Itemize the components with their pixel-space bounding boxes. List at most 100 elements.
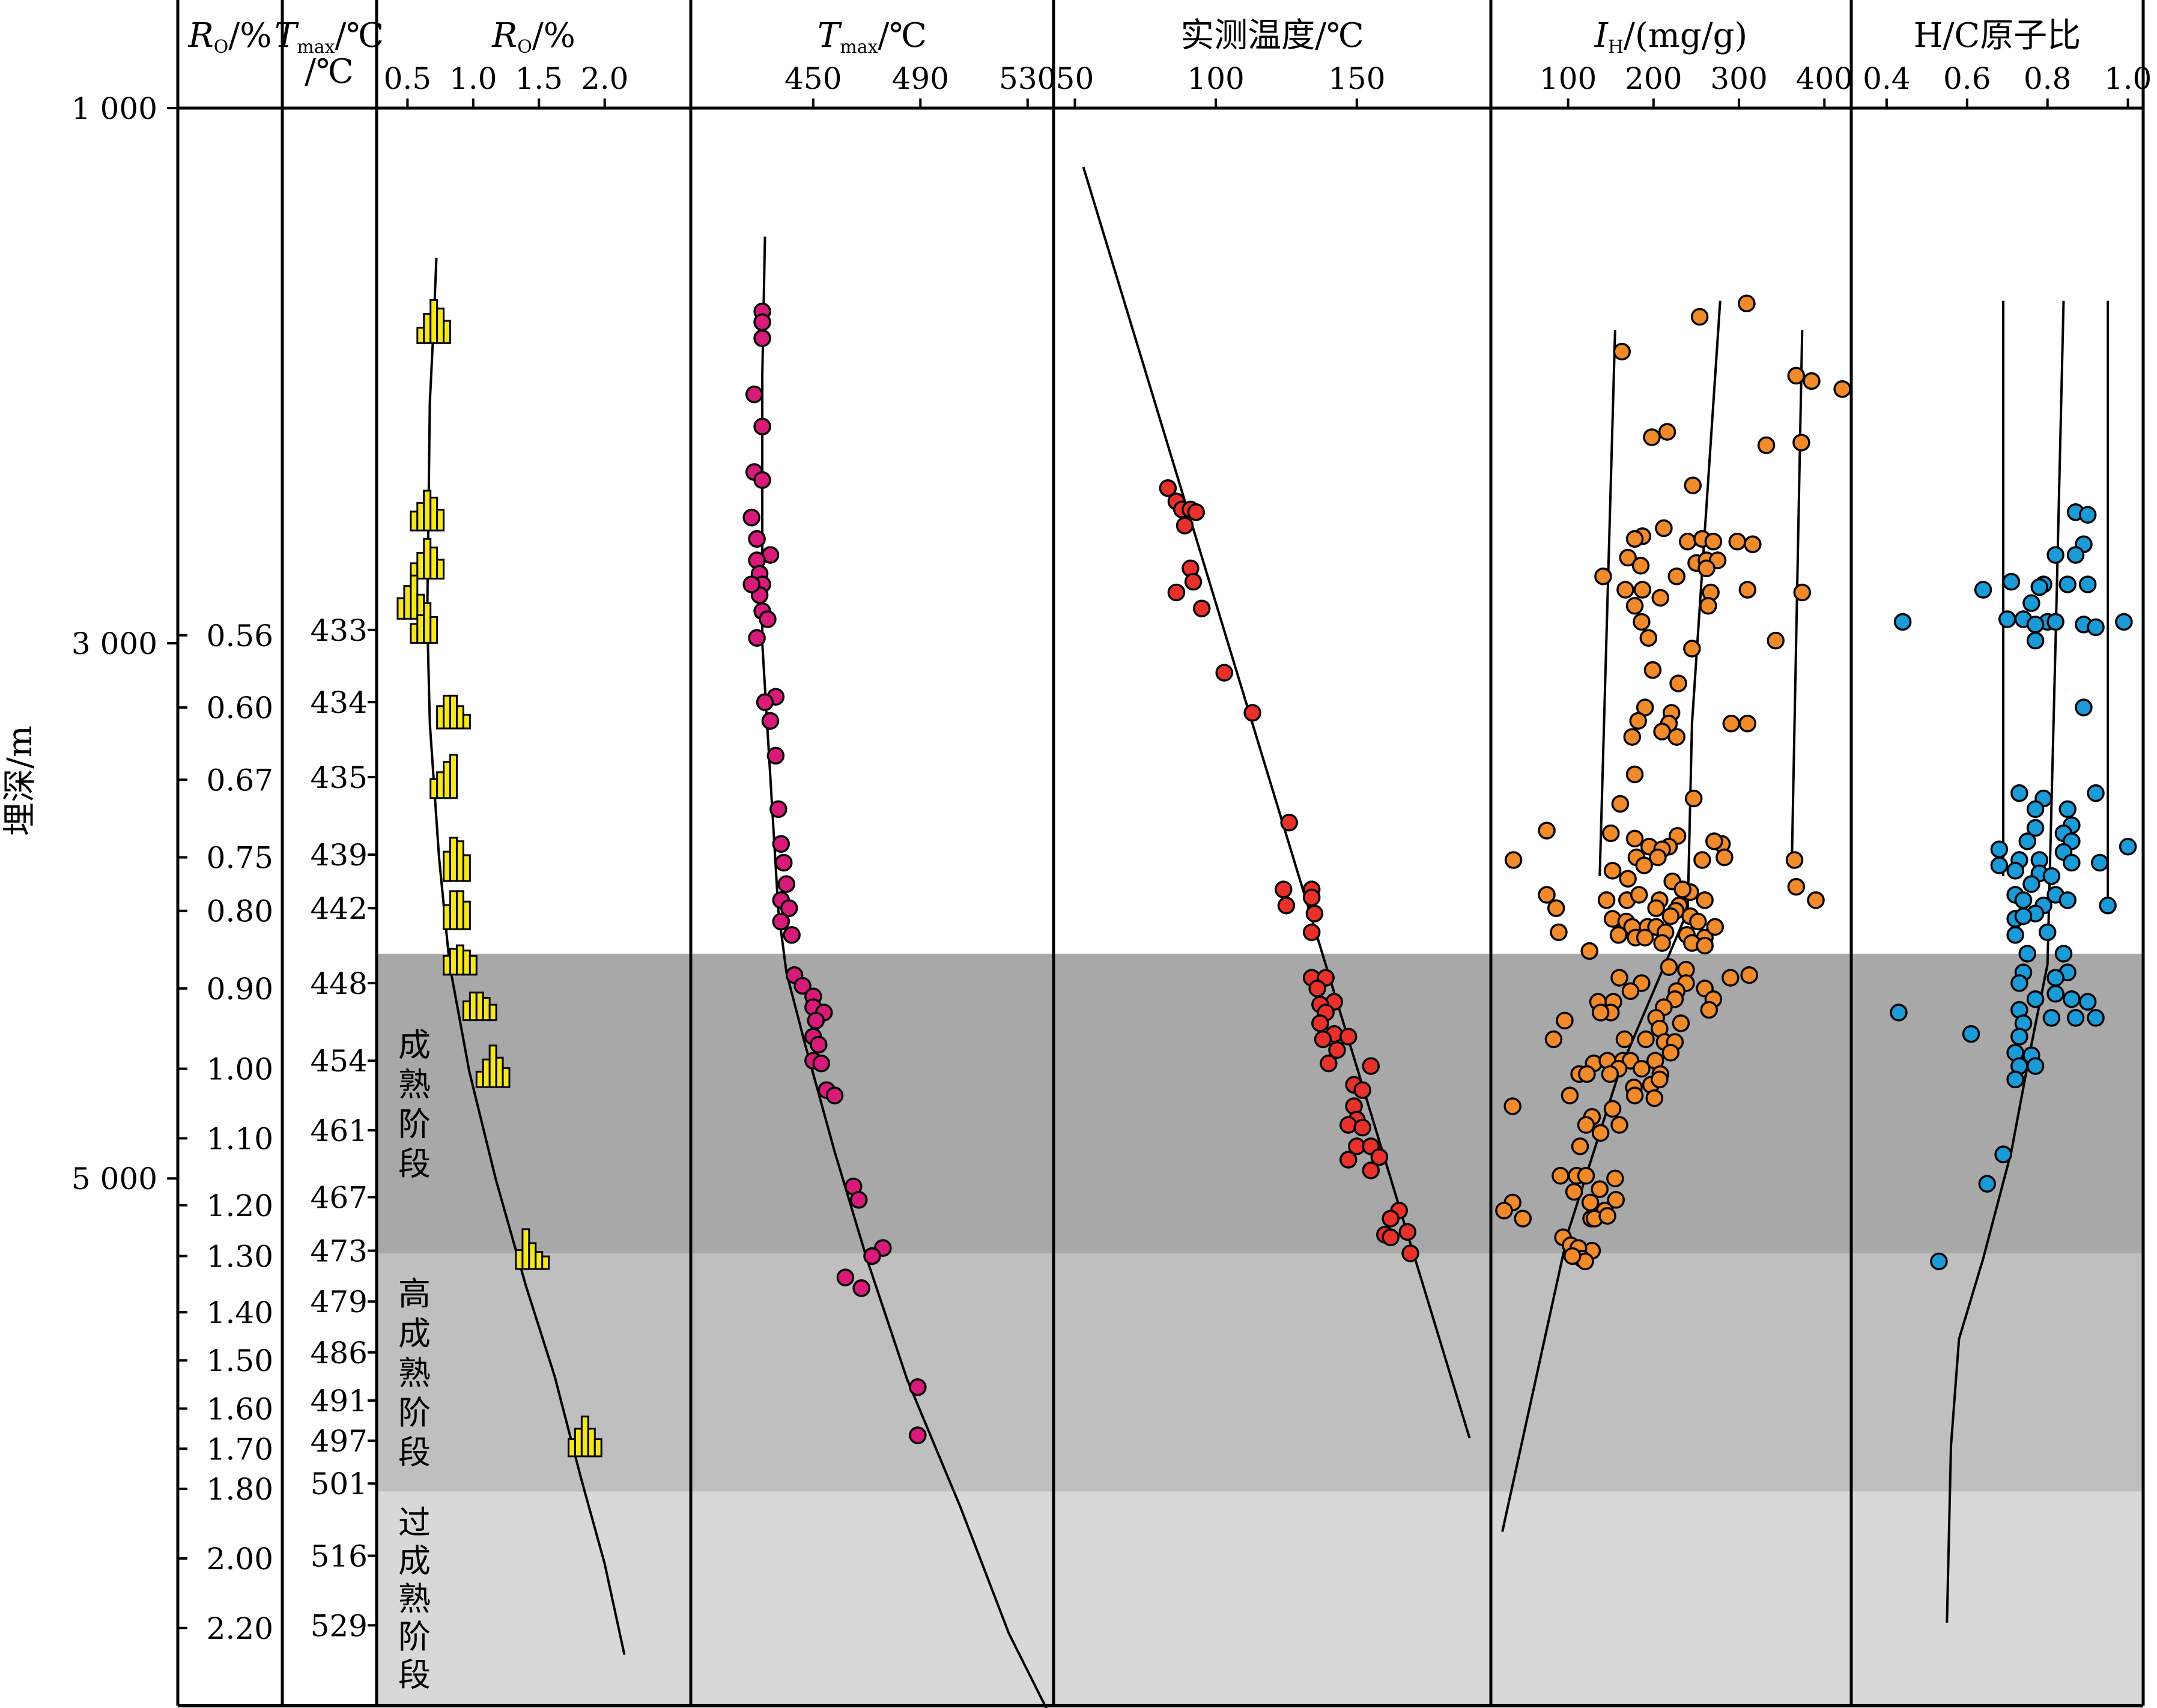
data-point xyxy=(759,610,777,628)
data-point xyxy=(1787,366,1806,385)
histogram-bar xyxy=(455,840,464,882)
data-point xyxy=(1544,1030,1563,1049)
histogram-bar xyxy=(443,904,452,930)
data-point xyxy=(783,926,801,944)
data-point xyxy=(1998,610,2016,628)
data-point xyxy=(2087,784,2105,802)
x-tick-label: 300 xyxy=(1710,61,1767,96)
data-point xyxy=(1353,1081,1371,1099)
data-point xyxy=(1704,533,1723,551)
data-point xyxy=(852,1279,870,1297)
histogram-bar xyxy=(495,1056,504,1088)
stage-band xyxy=(377,1491,2143,1706)
data-point xyxy=(780,899,798,917)
data-point xyxy=(1601,824,1620,843)
tmax-scale-label: 442 xyxy=(311,891,368,926)
data-point xyxy=(1962,1025,1980,1043)
stage-label-char: 成 xyxy=(398,1026,431,1064)
ro-scale-label: 2.20 xyxy=(207,1611,273,1646)
tmax-scale-label: 501 xyxy=(311,1467,368,1501)
data-point xyxy=(1647,899,1665,917)
ro-scale-label: 0.80 xyxy=(207,894,273,929)
stage-label-char: 成 xyxy=(398,1315,431,1352)
histogram-bar xyxy=(429,547,438,580)
data-point xyxy=(2046,613,2064,631)
data-point xyxy=(2063,990,2081,1008)
tmax-scale-label: 516 xyxy=(311,1539,368,1573)
data-point xyxy=(742,575,760,593)
data-point xyxy=(2078,506,2097,524)
data-point xyxy=(1683,640,1701,658)
panel-ih: IH/(mg/g)100 200 300 400 xyxy=(1495,16,1853,1532)
data-point xyxy=(1625,829,1644,848)
data-point xyxy=(1328,1041,1346,1059)
data-point xyxy=(1706,918,1724,936)
data-point xyxy=(2042,1009,2061,1027)
data-point xyxy=(1631,557,1650,575)
data-point xyxy=(2038,923,2057,942)
data-point xyxy=(1616,581,1634,599)
histogram-bar xyxy=(443,850,452,882)
data-point xyxy=(2026,819,2045,837)
histogram-bar xyxy=(469,954,478,976)
data-point xyxy=(2026,990,2045,1008)
histogram-bar xyxy=(462,949,471,976)
ro-scale-label: 1.00 xyxy=(207,1052,273,1087)
data-point xyxy=(1556,1011,1574,1030)
histogram-bar xyxy=(429,298,438,344)
data-point xyxy=(1757,436,1776,455)
data-point xyxy=(2026,1057,2045,1075)
histogram-bar xyxy=(449,694,458,730)
data-point xyxy=(1693,851,1711,869)
ro-histogram xyxy=(429,754,458,799)
data-point xyxy=(2115,613,2133,631)
data-point xyxy=(1653,934,1671,952)
data-point xyxy=(1275,880,1293,898)
x-tick-label: 490 xyxy=(892,61,949,96)
histogram-bar xyxy=(443,694,452,730)
ro-histogram xyxy=(436,694,471,730)
histogram-bar xyxy=(488,1004,497,1022)
stage-band xyxy=(377,953,2143,1254)
data-point xyxy=(772,835,790,853)
data-point xyxy=(2075,698,2093,716)
stage-label-char: 段 xyxy=(398,1656,431,1694)
data-point xyxy=(777,875,795,893)
histogram-bar xyxy=(462,854,471,882)
panel-temp: 实测温度/℃ 50 100 150 xyxy=(1056,16,1471,1439)
data-point xyxy=(1611,795,1630,813)
histogram-bar xyxy=(449,948,458,976)
histogram-bar xyxy=(423,602,432,644)
data-point xyxy=(753,417,771,435)
histogram-bar xyxy=(410,510,419,531)
panel-ro: RO/% 0.5 1.0 1.5 2.0 xyxy=(384,16,628,1655)
data-point xyxy=(810,1035,828,1054)
ro-scale-label: 1.30 xyxy=(207,1239,273,1274)
data-point xyxy=(1661,907,1680,925)
histogram-bar xyxy=(535,1251,544,1270)
data-point xyxy=(1807,891,1825,909)
data-point xyxy=(1591,1124,1610,1142)
ro-scale-label: 0.56 xyxy=(207,619,273,653)
data-point xyxy=(1610,969,1628,987)
data-point xyxy=(1571,1137,1589,1155)
histogram-bar xyxy=(410,623,419,644)
data-point xyxy=(807,1011,825,1030)
stage-label-char: 高 xyxy=(398,1275,431,1313)
data-point xyxy=(1187,503,1206,521)
ro-scale-label: 1.40 xyxy=(207,1295,273,1330)
histogram-bar xyxy=(449,754,458,799)
data-point xyxy=(1547,899,1565,917)
data-point xyxy=(2002,572,2021,591)
data-point xyxy=(863,1247,881,1265)
data-point xyxy=(793,977,812,995)
data-point xyxy=(1619,870,1637,888)
data-point xyxy=(1930,1252,1948,1271)
trend-line xyxy=(761,236,1048,1708)
data-point xyxy=(2054,945,2073,963)
histogram-bar xyxy=(462,900,471,930)
data-point xyxy=(1302,923,1321,942)
